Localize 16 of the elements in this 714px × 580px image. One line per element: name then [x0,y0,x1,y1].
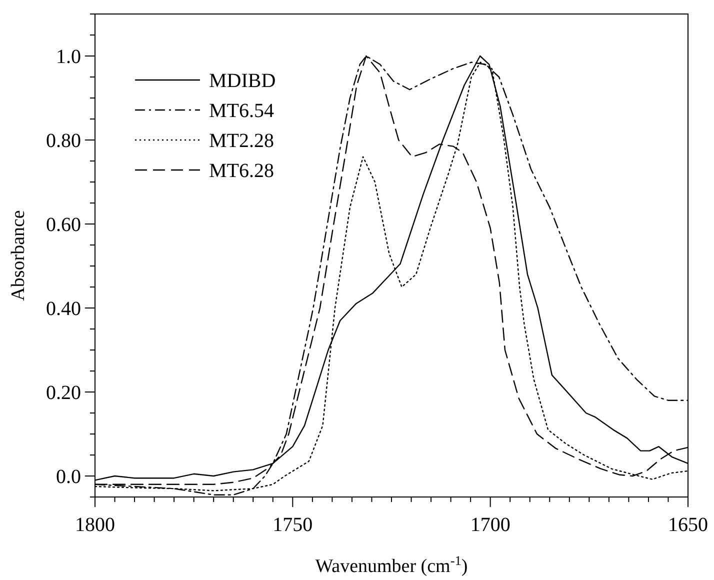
legend-label: MT6.54 [209,100,274,122]
legend-label: MDIBD [209,70,276,92]
x-tick-label: 1700 [470,514,510,536]
y-tick-label: 0.80 [46,130,81,152]
y-axis-title: Absorbance [8,210,29,301]
y-tick-label: 0.60 [46,214,81,236]
y-tick-label: 0.20 [46,382,81,404]
x-tick-label: 1750 [272,514,313,536]
legend-label: MT6.28 [209,160,274,182]
y-tick-label: 0.0 [56,466,81,488]
x-tick-label: 1800 [75,514,115,536]
legend-label: MT2.28 [209,130,274,152]
x-axis-title: Wavenumber (cm$^{-1}$) [315,552,468,577]
y-tick-label: 1.0 [56,46,81,68]
y-tick-label: 0.40 [46,298,81,320]
x-tick-label: 1650 [668,514,708,536]
